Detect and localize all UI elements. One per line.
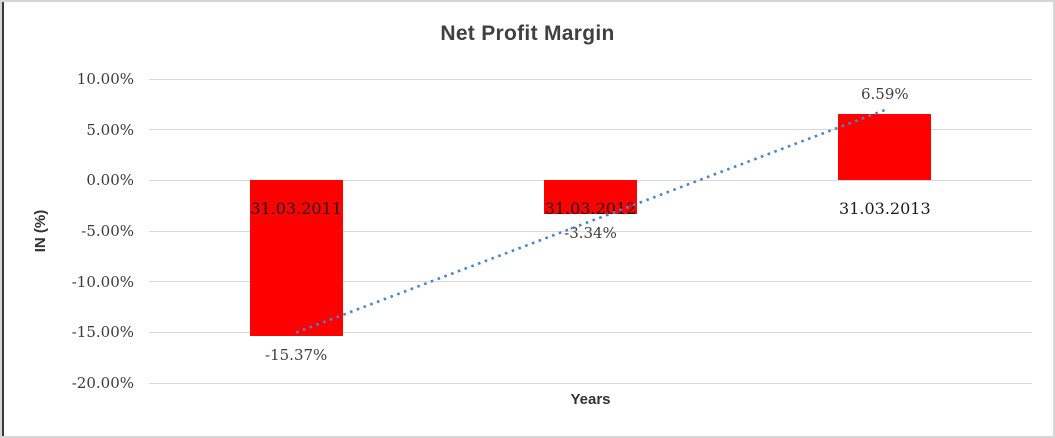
y-tick-label: -15.00% <box>71 323 134 342</box>
data-label: -15.37% <box>265 346 328 365</box>
y-tick-label: -20.00% <box>71 374 134 392</box>
y-tick-label: 10.00% <box>76 70 134 88</box>
trendline <box>295 108 886 334</box>
left-edge-line <box>2 2 4 436</box>
category-label: 31.03.2012 <box>544 199 637 219</box>
chart-title: Net Profit Margin <box>440 22 615 45</box>
x-axis-title: Years <box>570 391 611 408</box>
bar-31.03.2013 <box>838 113 932 181</box>
category-label: 31.03.2011 <box>250 199 342 219</box>
y-tick-label: -10.00% <box>71 272 134 291</box>
y-tick-label: 0.00% <box>86 171 134 190</box>
category-label: 31.03.2013 <box>839 199 931 219</box>
gridline <box>149 78 1032 80</box>
data-label: -3.34% <box>564 224 617 243</box>
y-tick-label: 5.00% <box>86 120 134 139</box>
gridline <box>149 382 1032 384</box>
data-label: 6.59% <box>861 84 909 103</box>
y-tick-label: -5.00% <box>81 222 134 240</box>
